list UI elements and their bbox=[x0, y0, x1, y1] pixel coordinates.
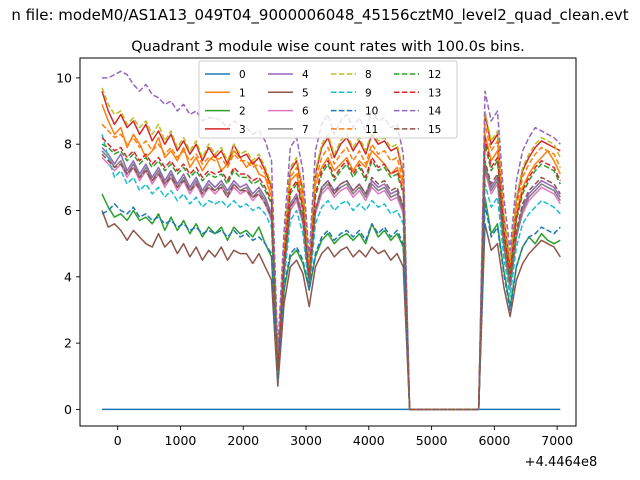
series-line-12 bbox=[101, 143, 561, 411]
legend-label: 4 bbox=[302, 69, 309, 81]
y-tick-label: 10 bbox=[56, 70, 72, 85]
y-axis: 0 2 4 6 8 10 bbox=[56, 70, 80, 417]
legend-item-3: 3 bbox=[205, 124, 246, 136]
legend-box bbox=[198, 60, 458, 139]
legend-item-6: 6 bbox=[268, 106, 309, 118]
legend-label: 14 bbox=[428, 106, 442, 118]
legend-item-10: 10 bbox=[331, 106, 378, 118]
legend-label: 1 bbox=[239, 87, 246, 99]
legend-item-13: 13 bbox=[394, 87, 441, 99]
legend-label: 15 bbox=[428, 124, 441, 136]
legend-item-12: 12 bbox=[394, 69, 441, 81]
series-layer bbox=[101, 70, 561, 411]
chart-title: Quadrant 3 module wise count rates with … bbox=[131, 39, 525, 55]
x-tick-label: 3000 bbox=[290, 433, 322, 448]
legend-label: 0 bbox=[239, 69, 246, 81]
legend-item-4: 4 bbox=[268, 69, 309, 81]
figure-suptitle: n file: modeM0/AS1A13_049T04_9000006048_… bbox=[11, 6, 628, 25]
legend-item-2: 2 bbox=[205, 106, 246, 118]
legend-label: 5 bbox=[302, 87, 309, 99]
legend-item-11: 11 bbox=[331, 124, 378, 136]
x-offset-label: +4.4464e8 bbox=[525, 455, 598, 470]
legend-label: 7 bbox=[302, 124, 309, 136]
legend-item-15: 15 bbox=[394, 124, 441, 136]
y-tick-label: 0 bbox=[64, 402, 72, 417]
legend-item-1: 1 bbox=[205, 87, 246, 99]
series-line-5 bbox=[101, 210, 561, 411]
legend-item-5: 5 bbox=[268, 87, 309, 99]
legend-item-0: 0 bbox=[205, 69, 246, 81]
legend-item-14: 14 bbox=[394, 106, 442, 118]
x-tick-label: 0 bbox=[114, 433, 122, 448]
legend-label: 13 bbox=[428, 87, 441, 99]
y-tick-label: 6 bbox=[64, 203, 72, 218]
legend-label: 11 bbox=[365, 124, 378, 136]
x-tick-label: 2000 bbox=[227, 433, 259, 448]
legend-label: 6 bbox=[302, 106, 309, 118]
legend-label: 9 bbox=[365, 87, 372, 99]
x-tick-label: 7000 bbox=[541, 433, 573, 448]
legend-label: 8 bbox=[365, 69, 372, 81]
plot-frame bbox=[79, 57, 577, 427]
x-tick-label: 1000 bbox=[165, 433, 197, 448]
x-tick-label: 4000 bbox=[353, 433, 385, 448]
x-tick-label: 6000 bbox=[478, 433, 510, 448]
y-tick-label: 2 bbox=[64, 336, 72, 351]
series-line-15 bbox=[101, 153, 561, 411]
legend-label: 12 bbox=[428, 69, 441, 81]
x-axis: 0 1000 2000 3000 4000 5000 6000 7000 bbox=[114, 426, 573, 448]
legend-label: 10 bbox=[365, 106, 378, 118]
legend-item-9: 9 bbox=[331, 87, 372, 99]
x-tick-label: 5000 bbox=[416, 433, 448, 448]
series-line-10 bbox=[101, 203, 561, 411]
y-tick-label: 4 bbox=[64, 269, 72, 284]
y-tick-label: 8 bbox=[64, 137, 72, 152]
legend-label: 2 bbox=[239, 106, 246, 118]
legend-item-7: 7 bbox=[268, 124, 309, 136]
legend-item-8: 8 bbox=[331, 69, 372, 81]
legend-label: 3 bbox=[239, 124, 246, 136]
